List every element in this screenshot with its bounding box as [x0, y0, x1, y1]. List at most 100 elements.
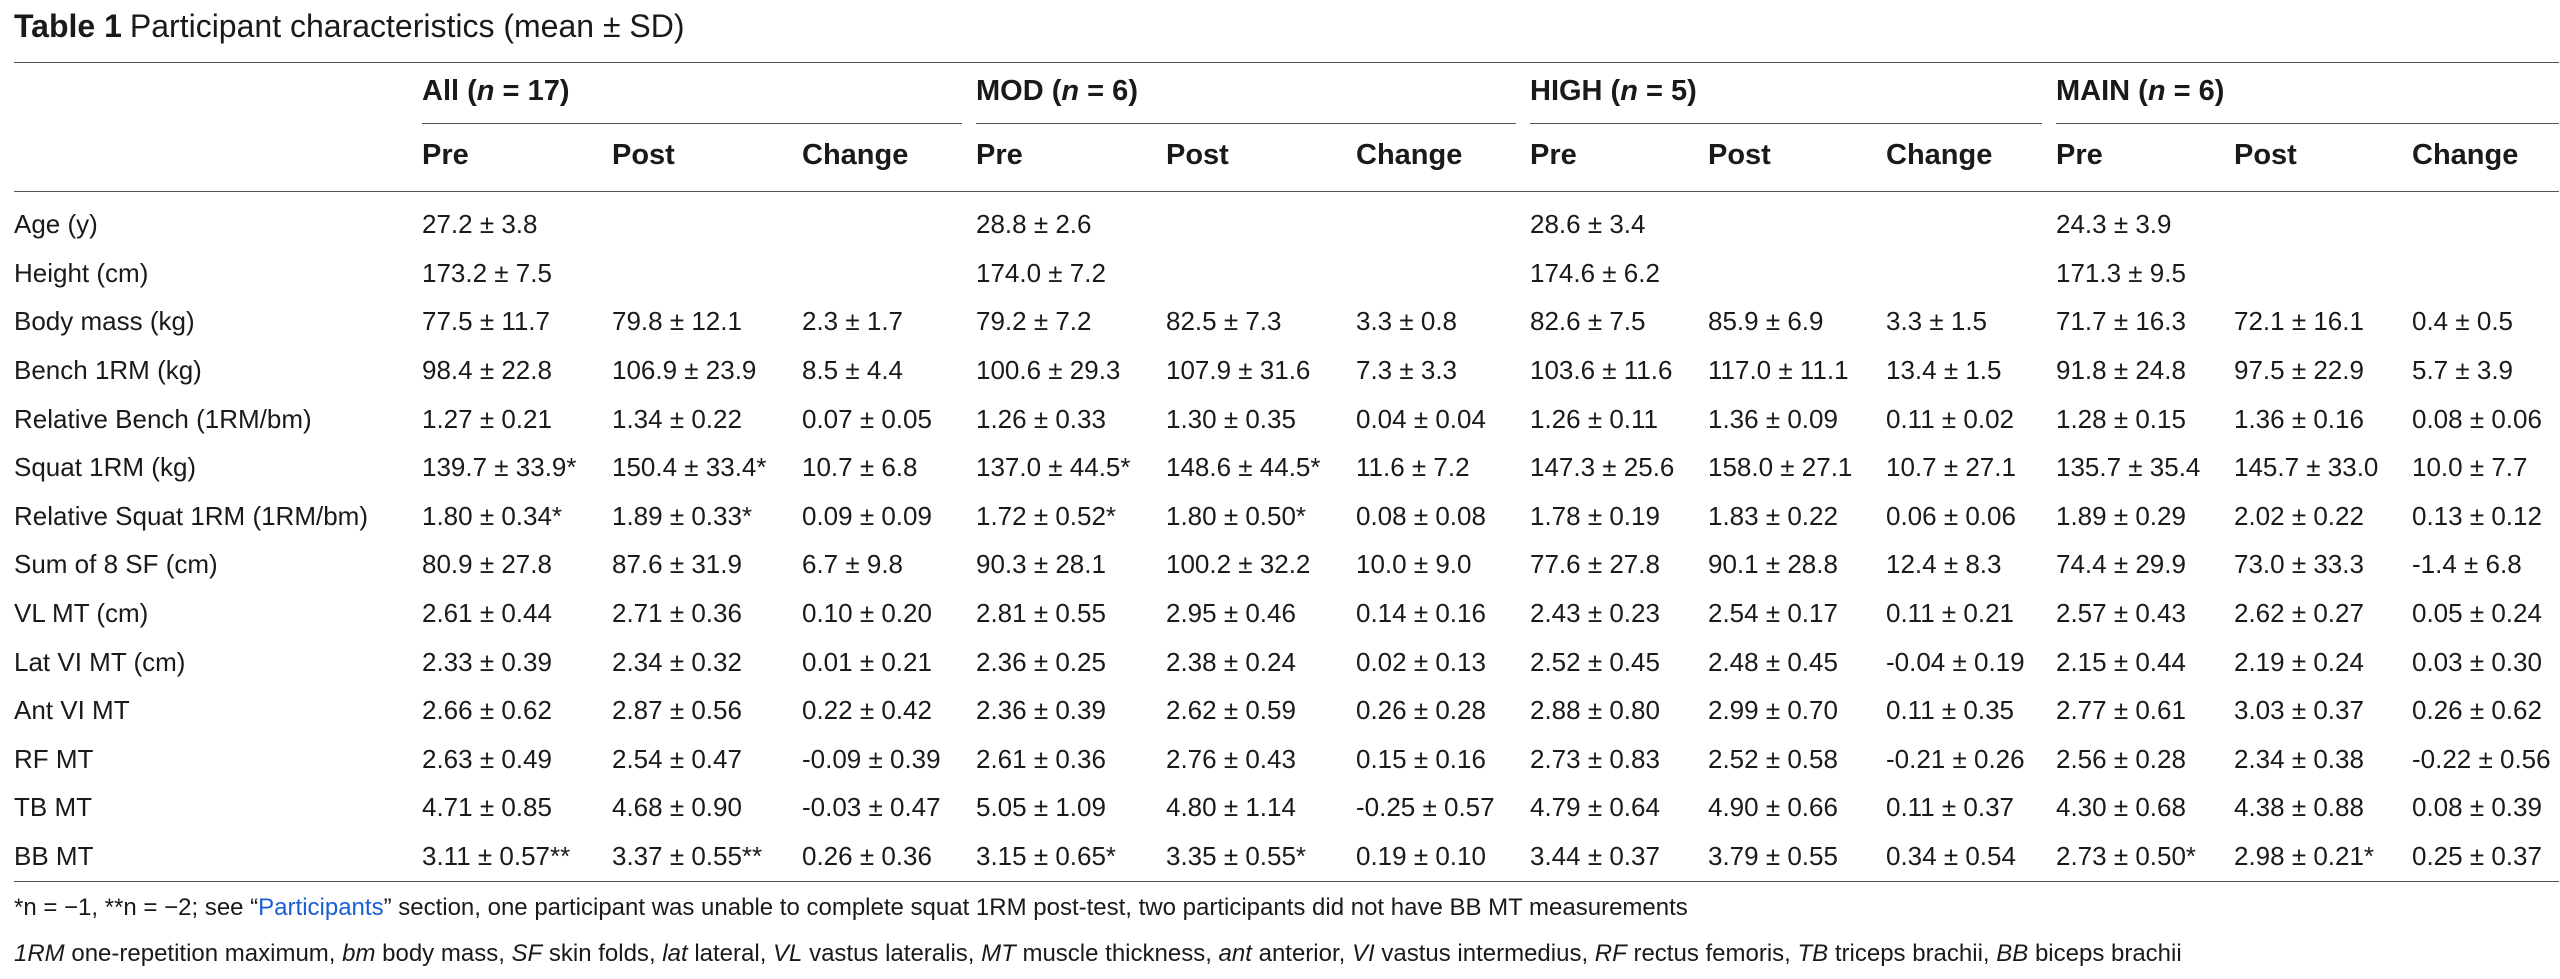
data-cell: 174.0 ± 7.2	[976, 257, 1106, 288]
abbreviation-term: TB	[1797, 940, 1829, 967]
data-cell: 2.61 ± 0.36	[976, 743, 1106, 774]
table-row: BB MT 3.11 ± 0.57** 3.37 ± 0.55** 0.26 ± 0.…	[14, 832, 2559, 881]
abbreviation-term: SF	[511, 940, 543, 967]
data-cell: 2.48 ± 0.45	[1708, 646, 1838, 677]
footnote-sample-size: *n = −1, **n = −2; see “Participants” se…	[14, 890, 1688, 926]
subheader-high-change: Change	[1886, 139, 1993, 171]
row-label: Bench 1RM (kg)	[14, 355, 202, 386]
data-cell: 71.7 ± 16.3	[2056, 306, 2186, 337]
group-header-mod: MOD (n = 6)	[976, 75, 1138, 107]
abbreviation-term: ant	[1218, 940, 1252, 967]
data-cell: 2.54 ± 0.47	[612, 743, 742, 774]
table-row: Squat 1RM (kg) 139.7 ± 33.9* 150.4 ± 33.4*…	[14, 443, 2559, 492]
row-label: RF MT	[14, 743, 94, 774]
data-cell	[1166, 200, 1356, 249]
data-cell	[1166, 249, 1356, 298]
data-cell: 1.78 ± 0.19	[1530, 500, 1660, 531]
data-cell: 2.76 ± 0.43	[1166, 743, 1296, 774]
table-row: Age (y) 27.2 ± 3.8 28.8 ± 2.6 28.6 ± 3.4 24.…	[14, 200, 2559, 249]
data-cell: 5.05 ± 1.09	[976, 792, 1106, 823]
data-cell: 8.5 ± 4.4	[802, 355, 904, 386]
data-cell: 2.19 ± 0.24	[2234, 646, 2364, 677]
data-cell: 2.36 ± 0.25	[976, 646, 1106, 677]
data-cell: 28.6 ± 3.4	[1530, 209, 1646, 240]
subheader-all-change: Change	[802, 139, 909, 171]
footnote-suffix: ” section, one participant was unable to…	[383, 894, 1688, 921]
data-cell: 3.03 ± 0.37	[2234, 695, 2364, 726]
data-cell: 107.9 ± 31.6	[1166, 355, 1311, 386]
data-cell: 1.80 ± 0.34*	[422, 500, 563, 531]
data-cell: 97.5 ± 22.9	[2234, 355, 2364, 386]
data-cell: 2.77 ± 0.61	[2056, 695, 2186, 726]
data-cell: 2.15 ± 0.44	[2056, 646, 2186, 677]
data-cell: 148.6 ± 44.5*	[1166, 452, 1321, 483]
group-header-main: MAIN (n = 6)	[2056, 75, 2225, 107]
data-cell: 1.27 ± 0.21	[422, 403, 552, 434]
abbreviation-definition: rectus femoris	[1633, 940, 1785, 967]
data-cell: 2.56 ± 0.28	[2056, 743, 2186, 774]
data-cell: 137.0 ± 44.5*	[976, 452, 1131, 483]
subheader-all-pre: Pre	[422, 139, 469, 171]
data-cell: 2.62 ± 0.27	[2234, 598, 2364, 629]
data-cell: 0.11 ± 0.35	[1886, 695, 2014, 726]
data-cell: 72.1 ± 16.1	[2234, 306, 2364, 337]
row-label: Squat 1RM (kg)	[14, 452, 197, 483]
data-cell: 1.28 ± 0.15	[2056, 403, 2186, 434]
data-cell: 3.3 ± 1.5	[1886, 306, 1988, 337]
data-cell	[2412, 200, 2559, 249]
abbreviation-term: VI	[1352, 940, 1375, 967]
data-cell: -0.22 ± 0.56	[2412, 743, 2551, 774]
table-row: Sum of 8 SF (cm) 80.9 ± 27.8 87.6 ± 31.9 6.…	[14, 540, 2559, 589]
data-cell: 2.3 ± 1.7	[802, 306, 904, 337]
data-cell: 0.34 ± 0.54	[1886, 841, 2016, 872]
data-cell: 10.0 ± 7.7	[2412, 452, 2528, 483]
data-cell: 85.9 ± 6.9	[1708, 306, 1824, 337]
data-cell: 77.5 ± 11.7	[422, 306, 550, 337]
table-row: Height (cm) 173.2 ± 7.5 174.0 ± 7.2 174.6 ±…	[14, 249, 2559, 298]
data-cell: 147.3 ± 25.6	[1530, 452, 1675, 483]
data-cell: 145.7 ± 33.0	[2234, 452, 2379, 483]
data-cell: 2.38 ± 0.24	[1166, 646, 1296, 677]
data-cell: 0.07 ± 0.05	[802, 403, 932, 434]
subheader-mod-pre: Pre	[976, 139, 1023, 171]
data-cell: 2.54 ± 0.17	[1708, 598, 1838, 629]
data-cell: 0.09 ± 0.09	[802, 500, 932, 531]
participants-section-link[interactable]: Participants	[258, 894, 384, 921]
data-cell: 117.0 ± 11.1	[1708, 355, 1849, 386]
row-label: BB MT	[14, 841, 94, 872]
data-cell: 1.89 ± 0.33*	[612, 500, 753, 531]
data-cell: -0.03 ± 0.47	[802, 792, 941, 823]
data-cell: 3.3 ± 0.8	[1356, 306, 1458, 337]
data-cell: 0.4 ± 0.5	[2412, 306, 2514, 337]
data-cell: 4.30 ± 0.68	[2056, 792, 2186, 823]
data-cell: 1.30 ± 0.35	[1166, 403, 1296, 434]
data-cell: 0.03 ± 0.30	[2412, 646, 2542, 677]
data-cell: 1.34 ± 0.22	[612, 403, 742, 434]
abbreviation-definition: muscle thickness	[1022, 940, 1206, 967]
subheader-mod-post: Post	[1166, 139, 1229, 171]
data-cell	[2234, 249, 2412, 298]
abbreviation-definition: biceps brachii	[2034, 940, 2182, 967]
data-cell: 0.26 ± 0.28	[1356, 695, 1486, 726]
data-cell: 79.2 ± 7.2	[976, 306, 1092, 337]
data-cell: 0.26 ± 0.62	[2412, 695, 2542, 726]
data-cell: 1.26 ± 0.11	[1530, 403, 1658, 434]
data-cell	[1708, 200, 1886, 249]
data-cell: 24.3 ± 3.9	[2056, 209, 2172, 240]
data-cell: 2.36 ± 0.39	[976, 695, 1106, 726]
data-cell: 80.9 ± 27.8	[422, 549, 552, 580]
data-cell: 0.15 ± 0.16	[1356, 743, 1486, 774]
data-cell: 3.35 ± 0.55*	[1166, 841, 1307, 872]
data-cell: -1.4 ± 6.8	[2412, 549, 2522, 580]
row-label: TB MT	[14, 792, 92, 823]
group-rule-all	[422, 123, 962, 124]
table-row: Bench 1RM (kg) 98.4 ± 22.8 106.9 ± 23.9 8.5…	[14, 346, 2559, 395]
table-row: Body mass (kg) 77.5 ± 11.7 79.8 ± 12.1 2.3 …	[14, 297, 2559, 346]
data-cell: 77.6 ± 27.8	[1530, 549, 1660, 580]
row-label: Sum of 8 SF (cm)	[14, 549, 218, 580]
data-cell: 7.3 ± 3.3	[1356, 355, 1458, 386]
data-cell: 5.7 ± 3.9	[2412, 355, 2514, 386]
abbreviation-term: BB	[1996, 940, 2029, 967]
data-cell: 171.3 ± 9.5	[2056, 257, 2186, 288]
data-cell: 4.71 ± 0.85	[422, 792, 552, 823]
